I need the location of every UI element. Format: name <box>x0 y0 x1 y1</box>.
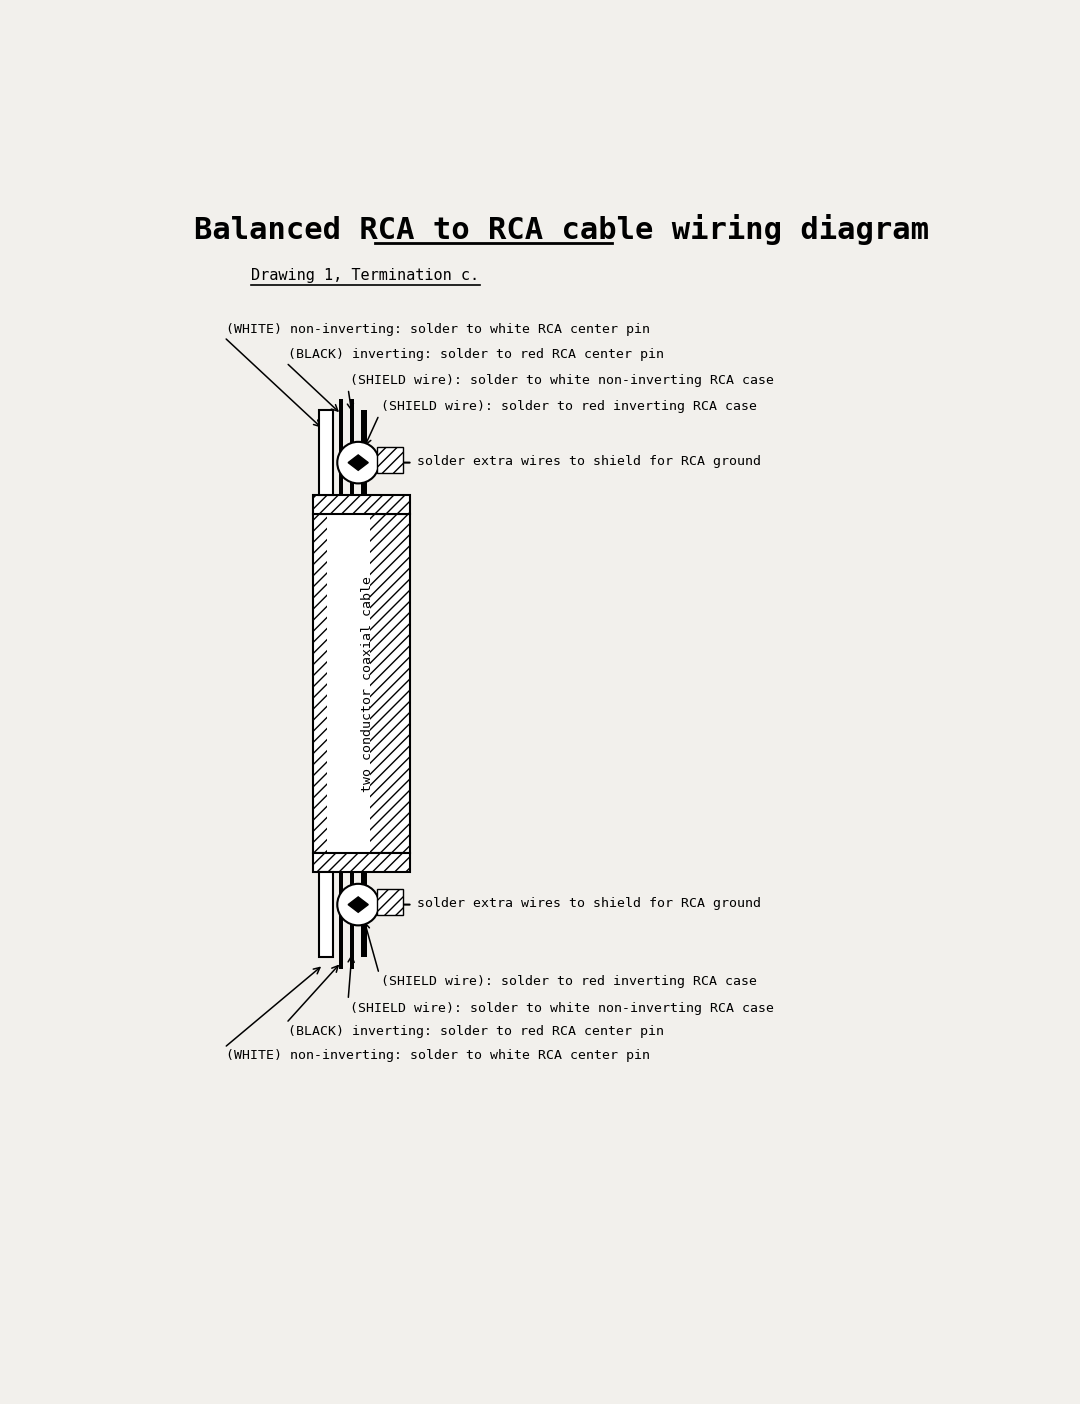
Polygon shape <box>348 455 368 470</box>
Bar <box>361 872 367 958</box>
Bar <box>320 410 334 496</box>
Text: two conductor coaxial cable: two conductor coaxial cable <box>362 576 375 792</box>
Text: (SHIELD wire): solder to red inverting RCA case: (SHIELD wire): solder to red inverting R… <box>380 976 757 988</box>
Circle shape <box>337 883 379 925</box>
Text: (SHIELD wire): solder to white non-inverting RCA case: (SHIELD wire): solder to white non-inver… <box>350 1001 773 1015</box>
Circle shape <box>337 442 379 483</box>
Text: Drawing 1, Termination c.: Drawing 1, Termination c. <box>252 268 480 284</box>
Bar <box>350 872 354 969</box>
Bar <box>313 854 410 872</box>
Bar <box>313 514 410 854</box>
Text: (SHIELD wire): solder to white non-inverting RCA case: (SHIELD wire): solder to white non-inver… <box>350 373 773 388</box>
Text: (WHITE) non-inverting: solder to white RCA center pin: (WHITE) non-inverting: solder to white R… <box>226 323 650 336</box>
Bar <box>377 889 403 915</box>
Polygon shape <box>348 897 368 913</box>
Text: (WHITE) non-inverting: solder to white RCA center pin: (WHITE) non-inverting: solder to white R… <box>226 1049 650 1063</box>
Bar <box>350 399 354 496</box>
Bar <box>339 399 343 496</box>
Text: Balanced RCA to RCA cable wiring diagram: Balanced RCA to RCA cable wiring diagram <box>193 213 929 244</box>
Text: solder extra wires to shield for RCA ground: solder extra wires to shield for RCA gro… <box>417 897 761 910</box>
Bar <box>339 872 343 969</box>
Bar <box>327 514 369 854</box>
Bar <box>313 496 410 514</box>
Bar <box>361 410 367 496</box>
Text: (BLACK) inverting: solder to red RCA center pin: (BLACK) inverting: solder to red RCA cen… <box>287 348 664 361</box>
Text: solder extra wires to shield for RCA ground: solder extra wires to shield for RCA gro… <box>417 455 761 468</box>
Text: (BLACK) inverting: solder to red RCA center pin: (BLACK) inverting: solder to red RCA cen… <box>287 1025 664 1038</box>
Bar <box>320 872 334 958</box>
Bar <box>377 448 403 473</box>
Text: (SHIELD wire): solder to red inverting RCA case: (SHIELD wire): solder to red inverting R… <box>380 400 757 413</box>
